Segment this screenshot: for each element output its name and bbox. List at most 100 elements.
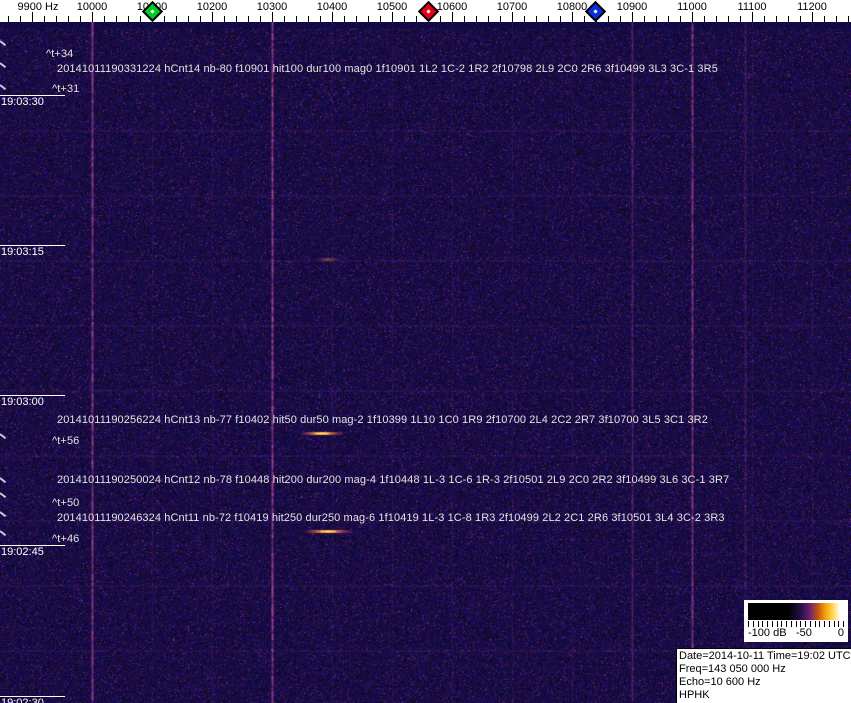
left-edge-event-tick (0, 84, 6, 90)
time-label-text: 19:03:30 (0, 96, 44, 108)
time-label-text: 19:03:00 (0, 396, 44, 408)
freq-label: 10700 (497, 1, 528, 13)
ruler-major-tick (32, 12, 33, 22)
ruler-minor-tick (548, 16, 549, 22)
ruler-minor-tick (44, 16, 45, 22)
ruler-major-tick (752, 12, 753, 22)
freq-label: 11100 (738, 1, 767, 13)
ruler-major-tick (92, 12, 93, 22)
ruler-minor-tick (344, 16, 345, 22)
ruler-minor-tick (320, 16, 321, 22)
ruler-minor-tick (80, 16, 81, 22)
event-time-tag: ^t+56 (52, 435, 79, 447)
time-label: 19:03:15 (0, 245, 65, 258)
marker-blue[interactable] (585, 1, 606, 22)
left-edge-event-tick (0, 492, 6, 498)
freq-label: 10200 (197, 1, 228, 13)
freq-label: 9900 Hz (18, 1, 59, 13)
freq-label: 10500 (377, 1, 408, 13)
ruler-minor-tick (740, 16, 741, 22)
freq-label: 10900 (617, 1, 648, 13)
ruler-minor-tick (824, 16, 825, 22)
ruler-minor-tick (440, 16, 441, 22)
ruler-minor-tick (524, 16, 525, 22)
ruler-minor-tick (284, 16, 285, 22)
freq-label: 10300 (257, 1, 288, 13)
left-edge-event-tick (0, 62, 6, 68)
ruler-major-tick (392, 12, 393, 22)
time-label: 19:03:30 (0, 95, 65, 108)
info-station-id: HPHK (679, 689, 851, 702)
ruler-minor-tick (224, 16, 225, 22)
ruler-minor-tick (584, 16, 585, 22)
ruler-minor-tick (560, 16, 561, 22)
meteor-echo-spectrogram-app: 9900 Hz100001010010200103001040010500106… (0, 0, 851, 703)
ruler-minor-tick (500, 16, 501, 22)
ruler-minor-tick (668, 16, 669, 22)
color-gradient-bar (748, 603, 844, 620)
time-label-text: 19:02:30 (0, 697, 44, 703)
frequency-ruler[interactable]: 9900 Hz100001010010200103001040010500106… (0, 0, 851, 22)
ruler-minor-tick (164, 16, 165, 22)
freq-label: 10000 (77, 1, 108, 13)
ruler-minor-tick (728, 16, 729, 22)
ruler-minor-tick (56, 16, 57, 22)
ruler-major-tick (812, 12, 813, 22)
time-label: 19:02:45 (0, 545, 65, 558)
ruler-major-tick (332, 12, 333, 22)
time-label-text: 19:03:15 (0, 246, 44, 258)
event-time-tag: ^t+46 (52, 533, 79, 545)
legend-label-max: 0 (838, 627, 844, 639)
ruler-minor-tick (260, 16, 261, 22)
event-time-tag: ^t+31 (52, 83, 79, 95)
ruler-minor-tick (176, 16, 177, 22)
ruler-minor-tick (128, 16, 129, 22)
ruler-minor-tick (8, 16, 9, 22)
detection-log-line: 20141011190331224 hCnt14 nb-80 f10901 hi… (57, 63, 718, 75)
ruler-major-tick (512, 12, 513, 22)
ruler-major-tick (212, 12, 213, 22)
detection-log-line: 20141011190250024 hCnt12 nb-78 f10448 hi… (57, 474, 729, 486)
left-edge-event-tick (0, 511, 6, 517)
ruler-major-tick (272, 12, 273, 22)
ruler-minor-tick (620, 16, 621, 22)
ruler-major-tick (572, 12, 573, 22)
ruler-minor-tick (200, 16, 201, 22)
legend-label-mid: -50 (796, 627, 812, 639)
left-edge-event-tick (0, 530, 6, 536)
ruler-minor-tick (656, 16, 657, 22)
ruler-minor-tick (380, 16, 381, 22)
ruler-minor-tick (296, 16, 297, 22)
ruler-minor-tick (644, 16, 645, 22)
ruler-minor-tick (140, 16, 141, 22)
info-echo: Echo=10 600 Hz (679, 676, 851, 689)
ruler-minor-tick (476, 16, 477, 22)
ruler-minor-tick (20, 16, 21, 22)
ruler-minor-tick (68, 16, 69, 22)
left-edge-event-tick (0, 477, 6, 483)
ruler-minor-tick (716, 16, 717, 22)
info-date-time: Date=2014-10-11 Time=19:02 UTC (679, 650, 851, 663)
left-edge-event-tick (0, 40, 6, 46)
ruler-minor-tick (236, 16, 237, 22)
ruler-minor-tick (404, 16, 405, 22)
ruler-minor-tick (836, 16, 837, 22)
freq-label: 10600 (437, 1, 468, 13)
ruler-minor-tick (704, 16, 705, 22)
ruler-minor-tick (536, 16, 537, 22)
ruler-minor-tick (848, 16, 849, 22)
time-label: 19:02:30 (0, 696, 65, 703)
ruler-minor-tick (800, 16, 801, 22)
ruler-minor-tick (368, 16, 369, 22)
ruler-minor-tick (464, 16, 465, 22)
status-info-box: Date=2014-10-11 Time=19:02 UTC Freq=143 … (676, 648, 851, 703)
ruler-minor-tick (248, 16, 249, 22)
ruler-major-tick (452, 12, 453, 22)
left-edge-event-tick (0, 433, 6, 439)
ruler-minor-tick (116, 16, 117, 22)
ruler-minor-tick (680, 16, 681, 22)
legend-label-min: -100 dB (748, 627, 787, 639)
ruler-minor-tick (608, 16, 609, 22)
ruler-major-tick (632, 12, 633, 22)
ruler-major-tick (692, 12, 693, 22)
